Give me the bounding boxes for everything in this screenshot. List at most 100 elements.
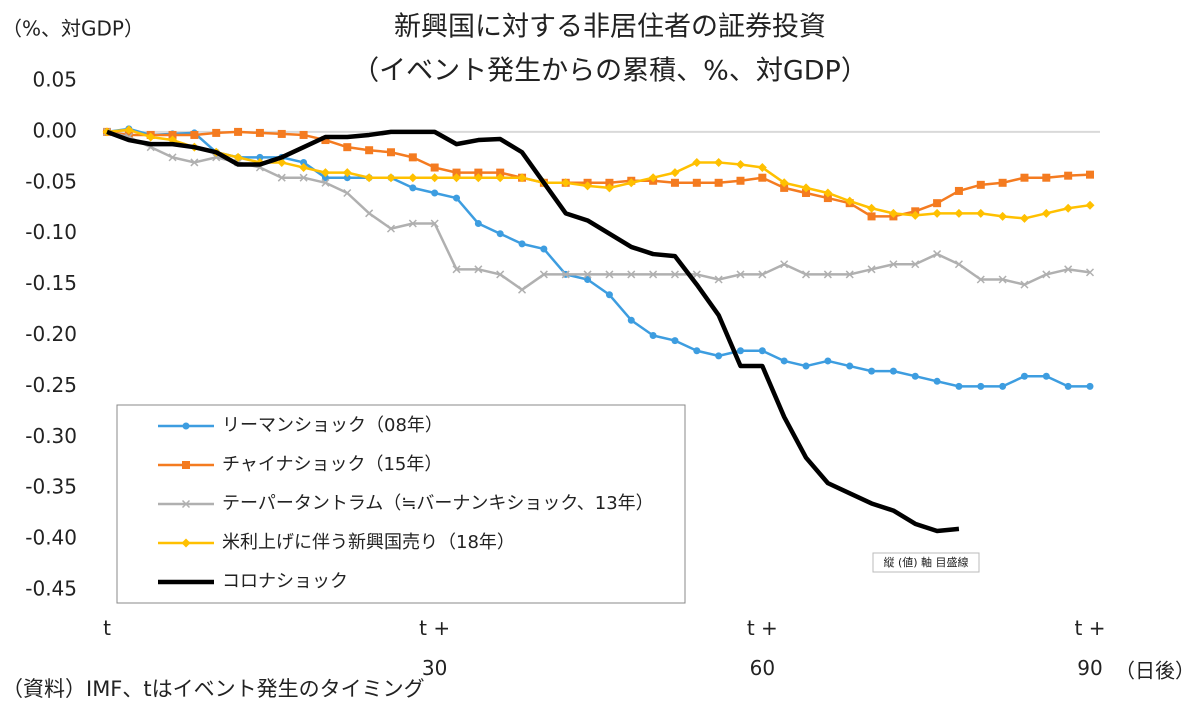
point [648, 173, 658, 183]
point [1064, 171, 1073, 180]
point [408, 219, 417, 228]
point [409, 184, 417, 192]
point [256, 153, 264, 161]
y-tick-label: -0.10 [25, 220, 77, 244]
point [1064, 382, 1072, 390]
point [1019, 213, 1029, 223]
point [584, 276, 592, 284]
point [365, 209, 374, 218]
point [998, 211, 1008, 221]
point [496, 270, 505, 279]
point [626, 178, 636, 188]
point [583, 270, 592, 279]
point [474, 168, 483, 177]
point [976, 180, 985, 189]
series-line [106, 129, 960, 534]
point [868, 367, 876, 375]
point [277, 173, 286, 182]
point [190, 158, 199, 167]
point [386, 224, 396, 233]
point [146, 132, 156, 142]
y-tick-label: -0.25 [25, 373, 77, 397]
point [496, 168, 505, 177]
y-tick-label: -0.40 [25, 526, 77, 550]
point [604, 183, 614, 193]
point [605, 291, 613, 299]
point [736, 270, 745, 279]
point [453, 194, 461, 202]
point [430, 219, 439, 228]
point [1041, 208, 1051, 218]
chart-subtitle: （イベント発生からの累積、%、対GDP） [352, 56, 868, 87]
point [342, 168, 352, 178]
tooltip-box [872, 552, 980, 573]
x-tick-label: t [103, 616, 111, 640]
point [692, 178, 701, 187]
point [299, 130, 308, 139]
point [998, 275, 1007, 284]
point [999, 382, 1007, 390]
point [1086, 382, 1094, 390]
point [321, 174, 329, 182]
point [321, 178, 330, 187]
point [386, 148, 395, 157]
point [431, 189, 439, 197]
point [867, 203, 877, 213]
point [452, 173, 462, 183]
point [845, 196, 855, 206]
point [1020, 280, 1029, 289]
point [343, 188, 352, 198]
series [106, 129, 960, 534]
point [670, 178, 679, 187]
point [321, 136, 330, 145]
point [780, 357, 788, 365]
legend-marker [182, 422, 190, 430]
point [889, 260, 898, 269]
point [649, 332, 657, 339]
point [277, 129, 286, 138]
point [1086, 170, 1094, 179]
point [343, 143, 352, 152]
point [561, 178, 571, 188]
y-tick-label: -0.35 [25, 475, 77, 499]
point [605, 270, 614, 279]
point [670, 270, 679, 279]
point [473, 173, 483, 183]
point [430, 163, 439, 172]
point [627, 270, 636, 279]
point [845, 270, 854, 279]
point [364, 173, 374, 183]
series-line [106, 130, 1091, 218]
point [998, 178, 1007, 187]
point [888, 208, 898, 218]
point [933, 199, 942, 208]
x-axis-label: （日後） [1115, 659, 1195, 683]
point [714, 275, 723, 284]
point [715, 352, 723, 360]
point [911, 260, 920, 269]
point [299, 173, 308, 182]
point [539, 270, 548, 279]
point [911, 372, 919, 380]
tooltip-text: 縦 (値) 軸 目盛線 [883, 555, 968, 569]
legend-marker [182, 461, 190, 469]
point [605, 178, 614, 187]
legend-label: チャイナショック（15年） [222, 454, 442, 475]
point [824, 357, 832, 365]
point [168, 130, 177, 139]
point [779, 178, 789, 188]
point [867, 265, 876, 274]
series-line [106, 130, 1091, 291]
point [452, 168, 461, 177]
series-line [106, 128, 1091, 220]
point [452, 265, 461, 274]
point [692, 157, 702, 167]
point [802, 362, 810, 370]
series-line [106, 127, 1090, 388]
point [933, 377, 941, 385]
point [1042, 372, 1050, 380]
point [735, 159, 745, 169]
point [234, 127, 243, 136]
x-tick-label: t + 60 [746, 616, 778, 680]
